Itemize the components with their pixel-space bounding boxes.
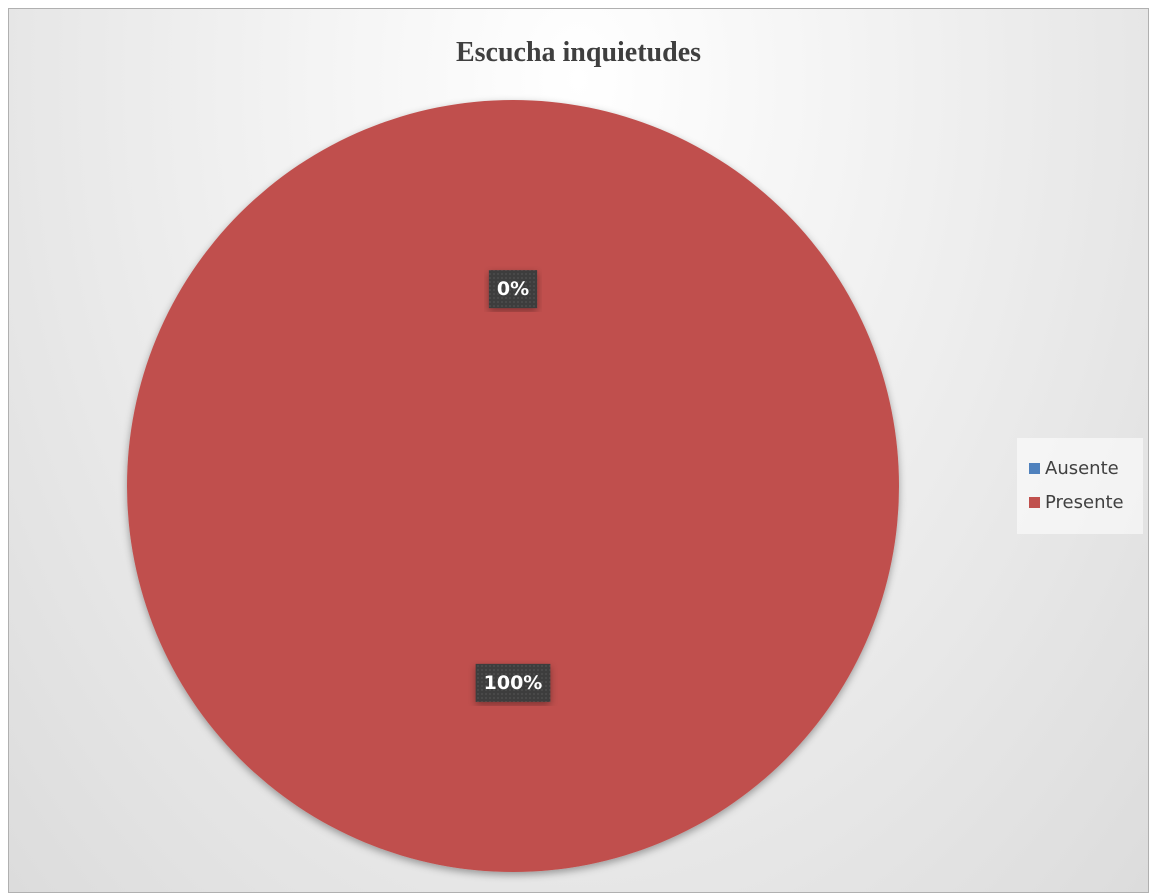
legend-label: Presente <box>1045 491 1124 513</box>
data-label-background <box>475 663 551 702</box>
pie-slice-presente <box>127 100 899 872</box>
pie-chart: 0% 100% <box>127 100 899 872</box>
chart-title: Escucha inquietudes <box>455 37 702 68</box>
legend: Ausente Presente <box>1017 438 1143 534</box>
data-label-text: 100% <box>484 672 543 694</box>
legend-swatch-ausente <box>1029 462 1040 474</box>
data-label-background <box>488 270 538 309</box>
legend-swatch-presente <box>1029 496 1040 508</box>
legend-item-presente: Presente <box>1029 485 1143 519</box>
chart-area: Escucha inquietudes 0% 100% Ausente Prese… <box>8 8 1149 893</box>
data-label-presente: 100% <box>475 663 551 702</box>
legend-label: Ausente <box>1045 457 1119 479</box>
data-label-ausente: 0% <box>488 270 538 309</box>
legend-item-ausente: Ausente <box>1029 451 1143 485</box>
data-label-text: 0% <box>497 278 529 300</box>
